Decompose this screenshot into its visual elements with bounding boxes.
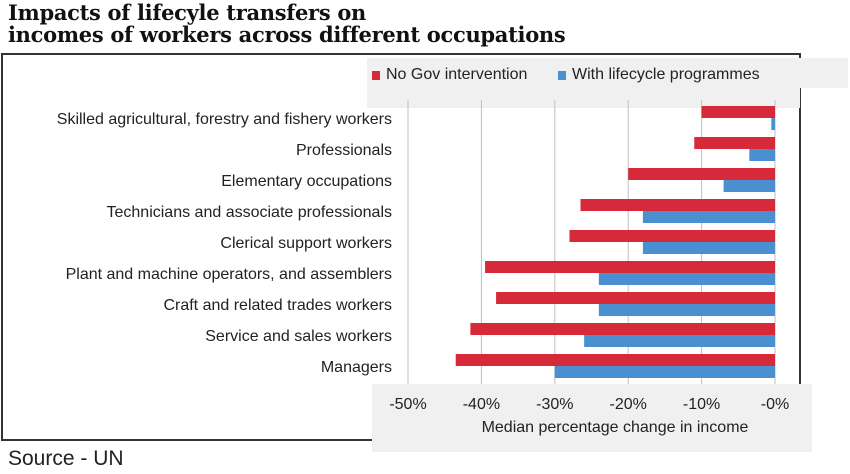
bar-lifecycle [598,273,775,285]
legend-panel-extension [800,58,848,88]
legend-panel [367,58,800,108]
legend-swatch-lifecycle [558,70,566,80]
bar-no-gov [470,323,775,335]
bar-lifecycle [771,118,775,130]
category-label: Elementary occupations [221,173,392,190]
x-tick-label: -30% [536,396,573,413]
category-label: Technicians and associate professionals [107,204,393,221]
bar-lifecycle [749,149,775,161]
x-tick-label: -0% [761,396,789,413]
category-label: Skilled agricultural, forestry and fishe… [57,111,392,128]
bar-lifecycle [723,180,775,192]
chart-title-line-1: Impacts of lifecyle transfers on [8,0,367,25]
category-label: Clerical support workers [220,235,392,252]
category-label: Craft and related trades workers [163,297,392,314]
x-tick-label: -50% [389,396,426,413]
category-labels: Skilled agricultural, forestry and fishe… [57,111,392,376]
legend-label-no-gov: No Gov intervention [386,66,528,83]
bar-no-gov [628,168,775,180]
x-tick-label: -40% [463,396,500,413]
category-label: Plant and machine operators, and assembl… [66,266,392,283]
bars [455,106,775,378]
bar-no-gov [580,199,775,211]
legend-swatch-no-gov [372,70,380,80]
x-tick-label: -20% [610,396,647,413]
bar-lifecycle [642,211,775,223]
x-axis-label: Median percentage change in income [482,419,749,436]
bar-lifecycle [584,335,775,347]
bar-no-gov [496,292,775,304]
bar-no-gov [694,137,775,149]
source-note: Source - UN [8,447,124,470]
chart-title: Impacts of lifecyle transfers on incomes… [8,0,566,47]
category-label: Professionals [296,142,392,159]
bar-lifecycle [598,304,775,316]
x-tick-labels: -50% -40% -30% -20% -10% -0% [389,396,789,413]
legend-item-lifecycle: With lifecycle programmes [558,65,760,85]
category-label: Managers [321,359,392,376]
legend-item-no-gov: No Gov intervention [372,65,527,85]
axis-panel [372,384,812,452]
bar-no-gov [569,230,775,242]
bar-no-gov [485,261,775,273]
x-tick-label: -10% [683,396,720,413]
bar-no-gov [701,106,775,118]
category-label: Service and sales workers [205,328,392,345]
bar-no-gov [455,354,775,366]
bar-lifecycle [642,242,775,254]
legend-label-lifecycle: With lifecycle programmes [572,66,760,83]
chart-title-line-2: incomes of workers across different occu… [8,22,566,47]
bar-lifecycle [554,366,775,378]
